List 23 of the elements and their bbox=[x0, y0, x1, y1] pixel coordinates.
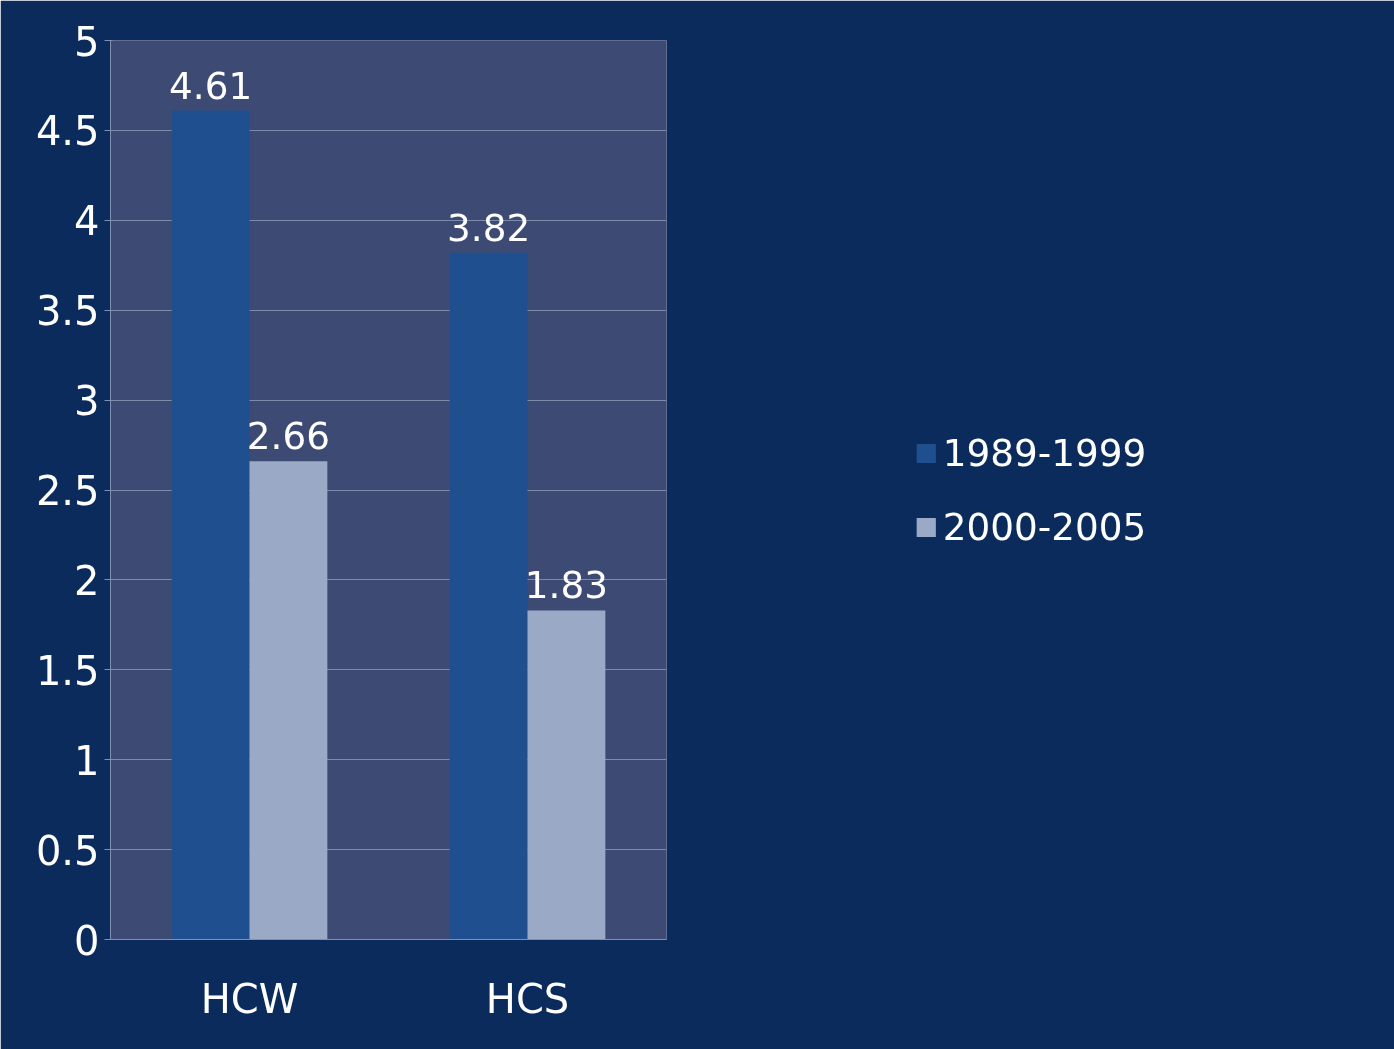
y-tick-label: 1.5 bbox=[35, 647, 100, 694]
legend-label: 2000-2005 bbox=[942, 504, 1147, 549]
bar bbox=[449, 252, 528, 940]
y-tick-label: 4 bbox=[74, 198, 100, 245]
bar bbox=[249, 461, 328, 940]
legend-label: 1989-1999 bbox=[942, 430, 1147, 475]
y-tick-label: 3 bbox=[74, 378, 100, 425]
data-label: 4.61 bbox=[169, 63, 253, 108]
y-tick-label: 0.5 bbox=[35, 827, 100, 874]
y-tick-label: 3.5 bbox=[35, 288, 100, 335]
x-tick-label: HCS bbox=[485, 975, 570, 1022]
data-label: 1.83 bbox=[524, 563, 608, 608]
y-tick-label: 2.5 bbox=[35, 468, 100, 514]
y-tick-label: 1 bbox=[74, 737, 100, 784]
y-tick-label: 4.5 bbox=[35, 108, 100, 155]
x-tick-label: HCW bbox=[200, 975, 299, 1022]
bar bbox=[527, 610, 606, 940]
y-tick-label: 5 bbox=[74, 18, 100, 65]
data-label: 3.82 bbox=[447, 205, 531, 250]
data-label: 2.66 bbox=[246, 414, 330, 459]
y-tick-label: 0 bbox=[74, 917, 100, 964]
bar bbox=[171, 110, 250, 940]
y-tick-label: 2 bbox=[74, 557, 100, 604]
